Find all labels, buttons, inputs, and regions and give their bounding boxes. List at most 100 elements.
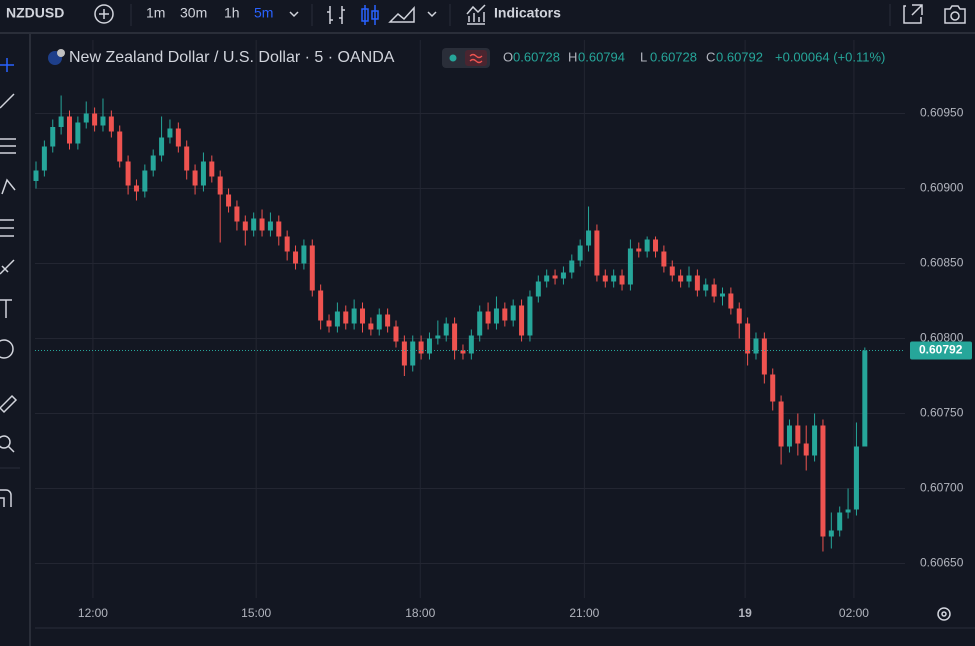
x-tick-label: 18:00	[405, 606, 435, 620]
trendline-tool[interactable]	[0, 93, 15, 109]
candle-body	[845, 509, 851, 513]
icon-tool[interactable]	[0, 339, 14, 359]
candle-body	[209, 161, 215, 177]
brush-tool[interactable]	[0, 259, 15, 275]
interval-dropdown[interactable]	[289, 11, 299, 18]
candle-body	[267, 221, 273, 231]
candle-body	[301, 245, 307, 264]
data-delay-badge	[465, 50, 487, 66]
close-letter: C	[706, 49, 715, 64]
x-tick-label: 19	[738, 606, 752, 620]
candle-body	[711, 284, 717, 297]
style-dropdown[interactable]	[427, 11, 437, 18]
candle-body	[686, 275, 692, 282]
candles-style-button[interactable]	[361, 5, 379, 25]
y-tick-label: 0.60650	[920, 556, 964, 570]
area-style-button[interactable]	[388, 6, 415, 23]
candle-body	[812, 425, 818, 456]
y-tick-label: 0.60800	[920, 331, 964, 345]
text-tool[interactable]	[0, 299, 12, 318]
y-tick-label: 0.60900	[920, 181, 964, 195]
candle-body	[435, 335, 441, 339]
candle-body	[184, 146, 190, 171]
y-tick-label: 0.60950	[920, 106, 964, 120]
candle-body	[803, 443, 809, 456]
snapshot-button[interactable]	[944, 5, 966, 24]
candle-body	[142, 170, 148, 192]
candle-body	[385, 314, 391, 327]
candle-body	[117, 131, 123, 162]
candle-body	[753, 338, 759, 354]
candle-body	[443, 323, 449, 336]
candle-body	[619, 275, 625, 285]
flag-icon-secondary	[57, 49, 65, 57]
candle-body	[50, 127, 56, 147]
prediction-tool[interactable]	[0, 219, 14, 237]
pattern-tool[interactable]	[1, 178, 16, 195]
y-tick-label: 0.60700	[920, 481, 964, 495]
candle-body	[452, 323, 458, 351]
candle-body	[393, 326, 399, 342]
candle-body	[493, 308, 499, 324]
symbol[interactable]: NZDUSD	[6, 5, 64, 21]
candle-body	[284, 236, 290, 252]
candle-body	[837, 512, 843, 531]
candle-body	[125, 161, 131, 186]
candle-body	[644, 239, 650, 252]
fullscreen-button[interactable]	[903, 4, 923, 24]
crosshair-tool[interactable]	[0, 58, 14, 72]
add-symbol-button[interactable]	[94, 4, 114, 24]
candle-body	[326, 320, 332, 327]
settings-button-center	[941, 611, 947, 617]
candle-body	[828, 530, 834, 537]
candle-body	[778, 401, 784, 447]
candle-body	[368, 323, 374, 330]
fib-tool[interactable]	[0, 138, 16, 154]
candle-body	[728, 293, 734, 309]
last-price-tag	[910, 341, 972, 360]
zoom-tool[interactable]	[0, 435, 11, 449]
candle-body	[418, 341, 424, 354]
close-value: 0.60792	[716, 49, 763, 64]
candle-body	[376, 314, 382, 330]
interval-5m[interactable]: 5m	[254, 5, 273, 21]
measure-tool[interactable]	[0, 394, 18, 414]
candle-body	[259, 218, 265, 231]
snapshot-lens	[950, 11, 960, 21]
candle-body	[334, 311, 340, 327]
candle-body	[669, 266, 675, 276]
candle-body	[318, 290, 324, 321]
settings-button[interactable]	[937, 607, 951, 621]
candle-body	[560, 272, 566, 279]
candle-body	[661, 251, 667, 267]
candle-body	[510, 305, 516, 321]
high-letter: H	[568, 49, 577, 64]
indicators-button[interactable]: Indicators	[494, 5, 561, 21]
candle-body	[569, 260, 575, 273]
interval-30m[interactable]: 30m	[180, 5, 207, 21]
candle-body	[460, 350, 466, 354]
interval-1m[interactable]: 1m	[146, 5, 165, 21]
interval-1h[interactable]: 1h	[224, 5, 240, 21]
y-tick-label: 0.60750	[920, 406, 964, 420]
open-value: 0.60728	[513, 49, 560, 64]
zoom-tool-handle	[7, 445, 15, 453]
candle-body	[653, 239, 659, 252]
candle-body	[351, 308, 357, 324]
candle-body	[175, 128, 181, 147]
candle-body	[108, 116, 114, 132]
candle-body	[761, 338, 767, 375]
candle-body	[426, 338, 432, 354]
candle-body	[477, 311, 483, 336]
magnet-tool[interactable]	[0, 489, 12, 507]
bars-style-button[interactable]	[327, 6, 345, 24]
candle-body	[309, 245, 315, 291]
candle-body	[627, 248, 633, 285]
market-open-dot	[449, 54, 457, 62]
candle-body	[527, 296, 533, 336]
candle-body	[217, 176, 223, 195]
x-tick-label: 02:00	[839, 606, 869, 620]
top-toolbar	[0, 0, 975, 32]
